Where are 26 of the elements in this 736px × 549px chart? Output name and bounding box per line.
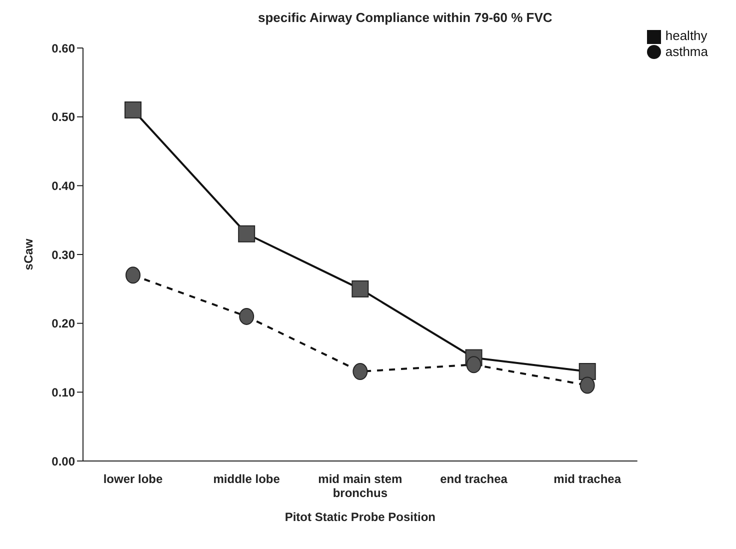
y-tick-label: 0.20 <box>52 316 76 331</box>
point <box>578 363 596 380</box>
chart-title: specific Airway Compliance within 79-60 % FVC <box>258 10 552 25</box>
x-tick-label: middle lobe <box>213 472 280 486</box>
legend-label: healthy <box>665 28 708 43</box>
y-tick-label: 0.30 <box>52 248 76 262</box>
x-tick-label: end trachea <box>440 472 508 486</box>
x-tick-label: lower lobe <box>103 472 163 486</box>
y-tick-label: 0.40 <box>52 178 76 193</box>
point <box>124 101 142 118</box>
x-axis-title: Pitot Static Probe Position <box>284 510 436 524</box>
x-tick-label: mid trachea <box>554 472 622 486</box>
point <box>238 225 256 242</box>
point <box>352 363 368 380</box>
y-tick-label: 0.10 <box>52 385 76 400</box>
point <box>580 376 595 394</box>
x-tick-label: mid main stem bronchus <box>318 472 402 500</box>
y-axis-title: sCaw <box>21 238 36 270</box>
y-tick-label: 0.00 <box>52 454 76 468</box>
y-tick-label: 0.60 <box>52 41 76 56</box>
point <box>352 280 369 298</box>
point <box>239 308 254 325</box>
y-tick-label: 0.50 <box>52 110 76 124</box>
point <box>466 356 482 374</box>
legend-label: asthma <box>665 44 708 59</box>
point <box>126 266 140 284</box>
